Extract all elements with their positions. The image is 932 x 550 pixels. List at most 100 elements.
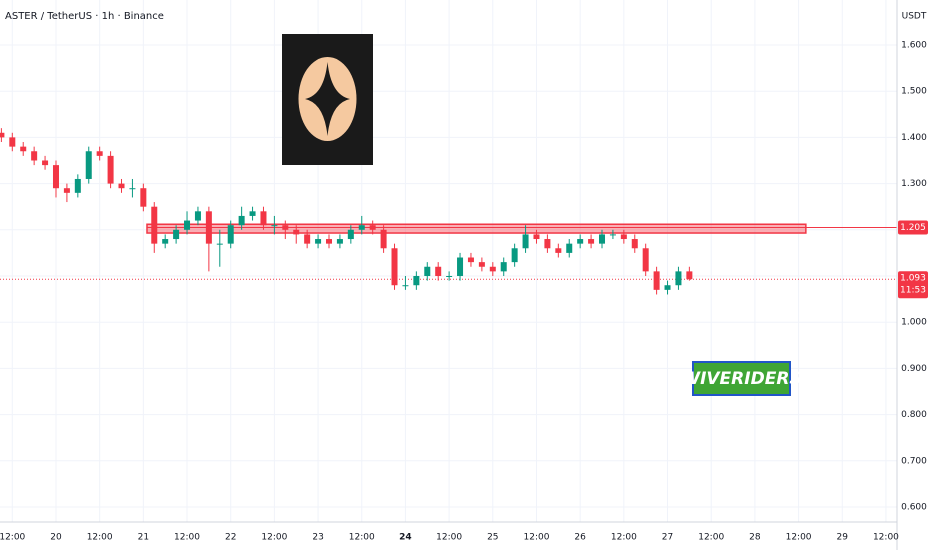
candle-body bbox=[31, 151, 38, 161]
candle-body bbox=[249, 211, 256, 216]
x-tick-label: 12:00 bbox=[261, 533, 287, 543]
candle-body bbox=[293, 229, 300, 235]
x-tick-label: 22 bbox=[225, 533, 236, 543]
countdown-label: 11:53 bbox=[900, 286, 926, 296]
candle-body bbox=[478, 262, 485, 267]
x-tick-label: 12:00 bbox=[786, 533, 812, 543]
x-tick-label: 27 bbox=[662, 533, 673, 543]
candle-body bbox=[609, 234, 616, 236]
x-tick-label: 25 bbox=[487, 533, 498, 543]
candle-body bbox=[522, 234, 529, 249]
candle-body bbox=[85, 151, 92, 179]
x-tick-label: 12:00 bbox=[524, 533, 550, 543]
candle-body bbox=[577, 239, 584, 244]
candle-body bbox=[227, 225, 234, 244]
candle-body bbox=[369, 225, 376, 230]
candle-body bbox=[304, 234, 311, 244]
candle-body bbox=[599, 234, 606, 244]
candle-body bbox=[347, 229, 354, 240]
x-tick-label: 23 bbox=[312, 533, 323, 543]
candle-body bbox=[205, 211, 212, 244]
last-price-label: 1.093 bbox=[900, 274, 926, 284]
candle-body bbox=[52, 165, 59, 189]
candle-body bbox=[63, 188, 70, 193]
chart-title: ASTER / TetherUS · 1h · Binance bbox=[5, 11, 164, 22]
candle-body bbox=[533, 234, 540, 240]
x-tick-label: 12:00 bbox=[174, 533, 200, 543]
candle-body bbox=[413, 275, 420, 286]
y-tick-label: 0.800 bbox=[901, 410, 927, 420]
y-tick-label: 0.900 bbox=[901, 364, 927, 374]
candle-body bbox=[664, 285, 671, 290]
candle-body bbox=[380, 229, 387, 249]
candle-body bbox=[0, 132, 5, 138]
y-tick-label: 1.500 bbox=[901, 87, 927, 97]
candle-body bbox=[686, 271, 693, 280]
candle-body bbox=[642, 248, 649, 272]
watermark: WIVERIDERS bbox=[681, 369, 801, 389]
candle-body bbox=[96, 151, 103, 156]
candle-body bbox=[173, 229, 180, 240]
candle-body bbox=[129, 188, 136, 190]
candle-body bbox=[194, 211, 201, 221]
candle-body bbox=[74, 178, 81, 193]
candle-body bbox=[216, 243, 223, 245]
candle-body bbox=[271, 225, 278, 227]
x-tick-label: 26 bbox=[574, 533, 586, 543]
x-tick-label: 21 bbox=[138, 533, 149, 543]
y-tick-label: 1.600 bbox=[901, 40, 927, 50]
x-tick-label: 20 bbox=[50, 533, 62, 543]
candle-body bbox=[402, 285, 409, 287]
candle-body bbox=[631, 239, 638, 249]
x-tick-label: 29 bbox=[837, 533, 849, 543]
candle-body bbox=[500, 262, 507, 272]
candle-body bbox=[238, 215, 245, 226]
x-tick-label: 12:00 bbox=[436, 533, 462, 543]
last-price-tag bbox=[898, 271, 928, 299]
candle-body bbox=[162, 239, 169, 244]
x-tick-label: 12:00 bbox=[611, 533, 637, 543]
candle-body bbox=[336, 239, 343, 244]
candle-body bbox=[107, 155, 114, 184]
candle-body bbox=[151, 206, 158, 244]
candle-body bbox=[424, 266, 431, 276]
candle-body bbox=[588, 239, 595, 244]
candle-body bbox=[391, 248, 398, 286]
candle-body bbox=[446, 275, 453, 277]
candle-body bbox=[325, 239, 332, 244]
candle-body bbox=[118, 183, 125, 189]
plot-area bbox=[0, 0, 897, 522]
candle-body bbox=[260, 211, 267, 226]
candle-body bbox=[140, 188, 147, 207]
x-tick-label: 12:00 bbox=[873, 533, 899, 543]
x-tick-label: 12:00 bbox=[349, 533, 375, 543]
candle-body bbox=[315, 239, 322, 244]
candle-body bbox=[489, 266, 496, 272]
y-tick-label: 0.700 bbox=[901, 456, 927, 466]
candle-body bbox=[282, 225, 289, 230]
x-tick-label: 24 bbox=[399, 533, 412, 543]
y-tick-label: 1.000 bbox=[901, 318, 927, 328]
candle-body bbox=[457, 257, 464, 276]
candle-body bbox=[544, 239, 551, 249]
candle-body bbox=[620, 234, 627, 240]
zone-price-tag bbox=[898, 220, 928, 235]
x-tick-label: 12:00 bbox=[0, 533, 26, 543]
y-tick-label: 1.400 bbox=[901, 133, 927, 143]
currency-label: USDT bbox=[902, 12, 927, 22]
candle-body bbox=[358, 225, 365, 230]
candle-body bbox=[566, 243, 573, 253]
candle-body bbox=[435, 266, 442, 276]
candle-body bbox=[653, 271, 660, 290]
candle-body bbox=[9, 137, 16, 147]
watermark-box bbox=[692, 361, 791, 396]
zone-price-label: 1.205 bbox=[900, 223, 926, 233]
x-tick-label: 12:00 bbox=[87, 533, 113, 543]
logo-star bbox=[305, 62, 350, 136]
candle-body bbox=[20, 146, 27, 152]
candle-body bbox=[42, 160, 49, 166]
candle-body bbox=[675, 271, 682, 286]
resistance-zone bbox=[146, 223, 807, 234]
x-tick-label: 28 bbox=[749, 533, 761, 543]
y-tick-label: 1.300 bbox=[901, 179, 927, 189]
